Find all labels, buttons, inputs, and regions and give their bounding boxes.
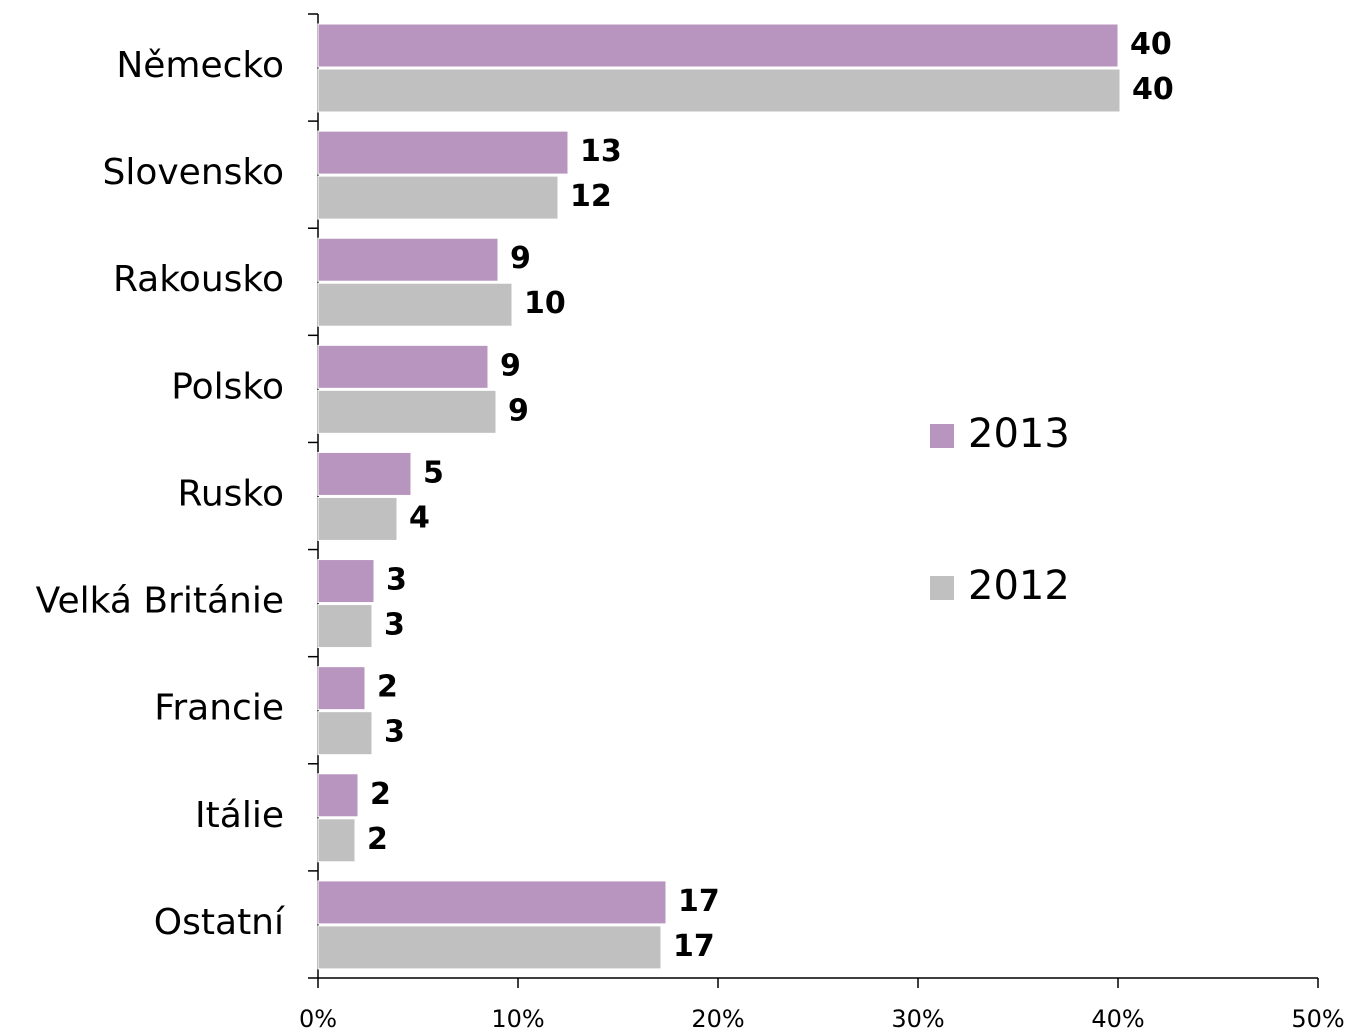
- bar: [317, 23, 1119, 68]
- data-label: 10: [524, 286, 566, 321]
- data-label: 3: [386, 563, 407, 598]
- bar: [317, 604, 373, 649]
- category-label: Rusko: [177, 473, 284, 514]
- data-label: 2: [377, 670, 398, 705]
- legend-swatch: [930, 576, 954, 600]
- data-label: 17: [673, 929, 715, 964]
- bar: [317, 237, 499, 282]
- bar: [317, 666, 366, 711]
- data-label: 9: [508, 393, 529, 428]
- bar: [317, 389, 497, 434]
- data-label: 2: [370, 777, 391, 812]
- bar: [317, 68, 1121, 113]
- x-tick-label: 40%: [1091, 1005, 1144, 1032]
- data-label: 13: [580, 134, 622, 169]
- legend-swatch: [930, 424, 954, 448]
- legend-label: 2013: [968, 411, 1070, 457]
- data-label: 17: [678, 884, 720, 919]
- bar: [317, 175, 559, 220]
- bar: [317, 818, 356, 863]
- data-label: 2: [367, 822, 388, 857]
- category-label: Německo: [116, 45, 284, 86]
- data-label: 12: [570, 179, 612, 214]
- x-tick-label: 30%: [891, 1005, 944, 1032]
- bar: [317, 925, 662, 970]
- data-label: 40: [1132, 72, 1174, 107]
- category-label: Polsko: [171, 366, 284, 407]
- category-label: Francie: [154, 688, 284, 729]
- x-tick-label: 0%: [299, 1005, 337, 1032]
- bar: [317, 880, 667, 925]
- category-label: Velká Británie: [36, 581, 284, 622]
- x-tick-label: 20%: [691, 1005, 744, 1032]
- bar: [317, 344, 489, 389]
- bar: [317, 559, 375, 604]
- category-label: Ostatní: [154, 902, 285, 943]
- bar: [317, 711, 373, 756]
- data-label: 3: [384, 715, 405, 750]
- x-tick-label: 10%: [491, 1005, 544, 1032]
- category-label: Itálie: [195, 795, 284, 836]
- data-label: 4: [409, 500, 430, 535]
- data-label: 40: [1130, 27, 1172, 62]
- data-label: 5: [423, 455, 444, 490]
- data-label: 9: [510, 241, 531, 276]
- bar: [317, 282, 513, 327]
- bar: [317, 451, 412, 496]
- category-label: Rakousko: [113, 259, 284, 300]
- x-tick-label: 50%: [1291, 1005, 1344, 1032]
- bar: [317, 130, 569, 175]
- data-label: 9: [500, 348, 521, 383]
- legend-label: 2012: [968, 563, 1070, 609]
- bar: [317, 496, 398, 541]
- bar: [317, 773, 359, 818]
- data-label: 3: [384, 608, 405, 643]
- category-label: Slovensko: [103, 152, 285, 193]
